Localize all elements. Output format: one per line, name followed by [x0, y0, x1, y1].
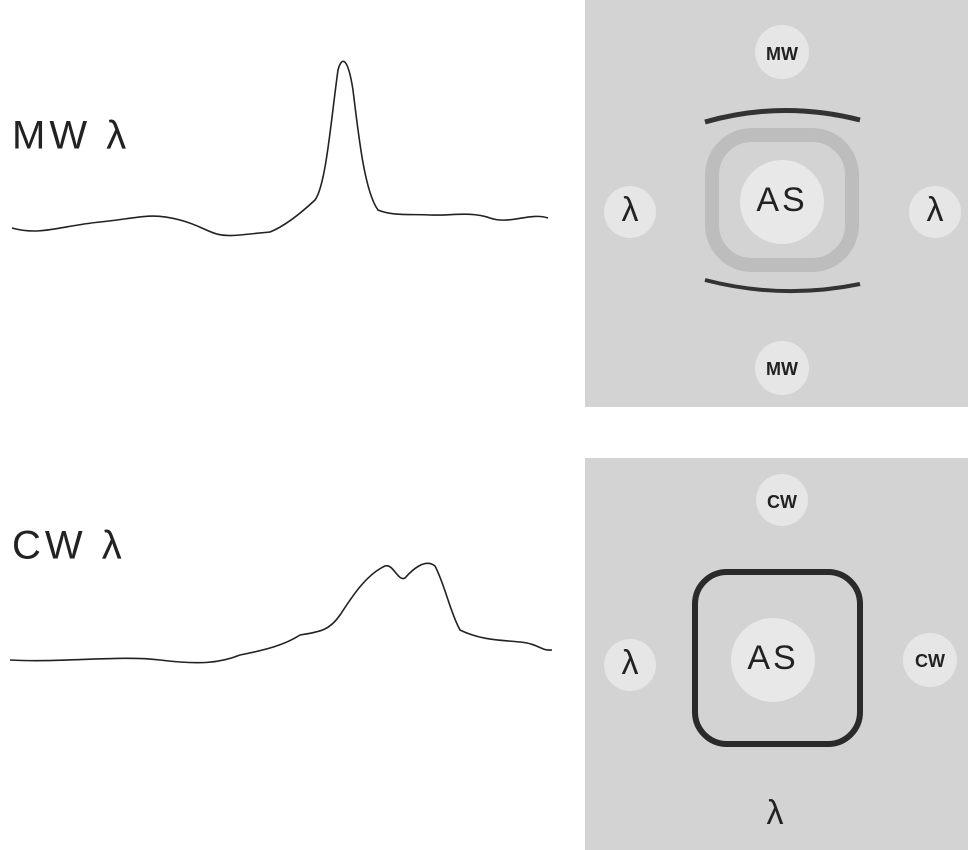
plate: CW λ AS CW λ [585, 458, 968, 850]
trace-label: MW λ [12, 114, 130, 158]
well-label: MW [766, 359, 798, 379]
well-label: λ [622, 644, 639, 682]
well-label: CW [915, 651, 945, 671]
well-label: λ [767, 794, 784, 832]
well-label: MW [766, 44, 798, 64]
well-label: λ [927, 191, 944, 229]
figure: MW λ CW λ MW λ AS λ MW CW λ AS CW λ [0, 0, 968, 850]
well-label: AS [747, 639, 798, 677]
well-label: AS [756, 181, 807, 219]
plate: MW λ AS λ MW [585, 0, 968, 407]
trace-label: CW λ [12, 524, 126, 568]
well-label: CW [767, 492, 797, 512]
well-label: λ [622, 191, 639, 229]
densitometer-trace [10, 563, 552, 662]
